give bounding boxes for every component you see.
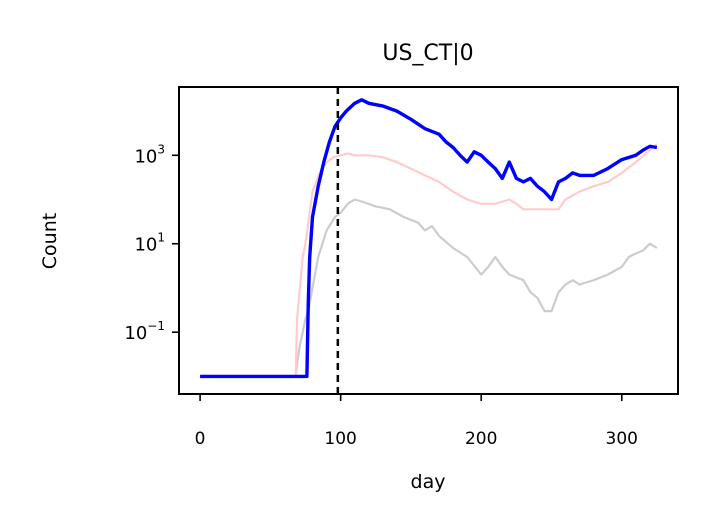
y-axis: 10−1 101 103	[124, 142, 179, 344]
x-axis: 0 100 200 300	[195, 394, 638, 449]
x-tick-label: 200	[465, 429, 497, 449]
plot-frame	[178, 86, 679, 395]
x-axis-label: day	[411, 471, 446, 493]
x-tick-label: 100	[324, 429, 356, 449]
x-tick-label: 300	[606, 429, 638, 449]
series-line-0	[200, 198, 658, 378]
plot-area	[178, 86, 679, 395]
y-tick-label: 10−1	[124, 319, 165, 344]
y-axis-label: Count	[39, 213, 61, 269]
y-tick-label: 103	[134, 142, 165, 167]
series-group	[200, 98, 658, 379]
y-tick-label: 101	[134, 231, 165, 256]
x-tick-label: 0	[195, 429, 206, 449]
series-line-1	[200, 143, 658, 378]
series-line-2	[200, 98, 658, 379]
chart-title: US_CT|0	[382, 41, 473, 66]
